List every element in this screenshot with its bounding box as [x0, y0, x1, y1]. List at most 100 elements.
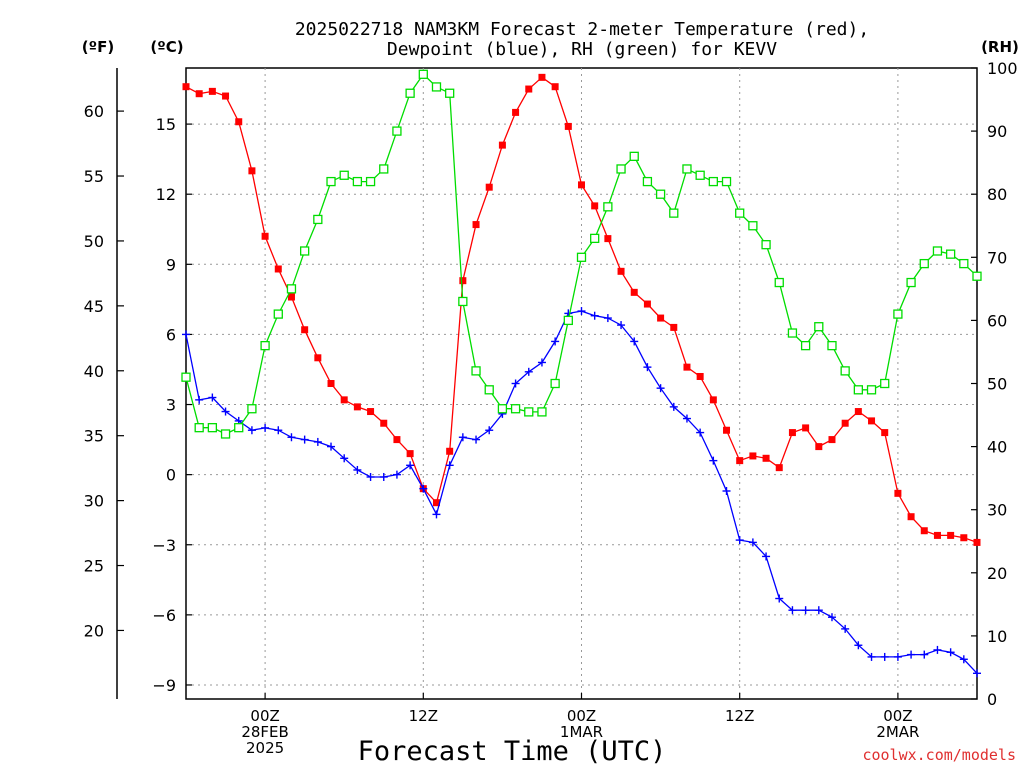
plot-frame: [185, 67, 978, 700]
celsius-tick-label: 15: [156, 115, 176, 134]
celsius-axis-label: (ºC): [150, 38, 183, 56]
dewpoint-point: [630, 337, 639, 346]
rh-point: [721, 176, 732, 187]
temperature-point: [472, 221, 480, 229]
dewpoint-point: [775, 594, 784, 603]
rh-point: [840, 366, 850, 376]
temperature-point: [591, 202, 599, 210]
temperature-point: [235, 118, 243, 126]
temperature-point: [643, 300, 651, 308]
rh-point: [471, 366, 481, 376]
rh-point: [497, 404, 508, 414]
temperature-point: [749, 452, 757, 460]
dewpoint-point: [933, 645, 942, 654]
temperature-point: [670, 323, 678, 331]
temperature-point: [485, 183, 493, 191]
rh-point: [682, 164, 692, 174]
rh-point: [313, 214, 323, 225]
celsius-tick-label: 9: [166, 255, 176, 274]
temperature-point: [657, 314, 665, 322]
dewpoint-point: [748, 538, 757, 547]
temperature-point: [367, 408, 375, 416]
grid: [186, 68, 977, 699]
dewpoint-point: [551, 337, 560, 346]
dewpoint-point: [590, 311, 599, 320]
temperature-point: [762, 454, 770, 462]
dewpoint-point: [327, 442, 336, 451]
dewpoint-point: [340, 454, 349, 463]
dewpoint-point: [195, 395, 204, 404]
dewpoint-series: [182, 307, 981, 678]
temperature-point: [683, 363, 691, 371]
x-tick-label: 00Z: [567, 707, 596, 725]
rh-point: [260, 340, 270, 351]
rh-point: [708, 176, 718, 187]
dewpoint-point: [907, 650, 916, 659]
temperature-point: [525, 85, 533, 93]
temperature-point: [881, 429, 889, 437]
dewpoint-point: [287, 433, 296, 442]
x-tick-label: 2MAR: [876, 723, 919, 741]
rh-point: [194, 423, 204, 433]
temperature-point: [736, 457, 744, 465]
temperature-point: [248, 167, 256, 175]
dewpoint-point: [854, 641, 863, 650]
x-tick-label: 1MAR: [560, 723, 603, 741]
fahrenheit-tick-label: 35: [84, 427, 104, 446]
dewpoint-point: [392, 470, 401, 479]
dewpoint-point: [656, 384, 665, 393]
dewpoint-point: [669, 402, 678, 411]
rh-point: [590, 233, 600, 244]
rh-tick-label: 10: [987, 627, 1007, 646]
dewpoint-point: [353, 465, 362, 474]
rh-point: [286, 284, 297, 294]
dewpoint-point: [379, 472, 388, 481]
rh-point: [629, 151, 639, 161]
dewpoint-point: [511, 379, 520, 388]
rh-point: [550, 378, 560, 389]
temperature-point: [709, 396, 717, 404]
x-tick-label: 00Z: [883, 707, 912, 725]
dewpoint-point: [221, 407, 230, 416]
temperature-point: [551, 83, 559, 91]
temperature-point: [802, 424, 810, 432]
temperature-point: [604, 235, 612, 243]
rh-point: [972, 271, 982, 281]
chart-title-line1: 2025022718 NAM3KM Forecast 2-meter Tempe…: [295, 19, 869, 40]
temperature-point: [406, 450, 414, 458]
dewpoint-point: [182, 330, 190, 339]
temperature-point: [854, 408, 862, 416]
temperature-point: [274, 265, 282, 273]
temperature-point: [380, 419, 388, 427]
rh-point: [234, 423, 244, 433]
temperature-point: [894, 489, 902, 497]
dewpoint-point: [603, 314, 612, 323]
rh-point: [748, 221, 758, 231]
rh-point: [524, 407, 534, 417]
rh-point: [299, 246, 310, 256]
rh-point: [247, 404, 257, 414]
fahrenheit-tick-label: 50: [84, 232, 104, 251]
temperature-point: [775, 464, 783, 472]
rh-point: [405, 88, 415, 98]
x-tick-label: 28FEB: [241, 723, 288, 741]
temperature-point: [261, 232, 269, 240]
dewpoint-point: [577, 307, 586, 316]
dewpoint-point: [432, 510, 441, 519]
celsius-tick-label: 12: [156, 185, 176, 204]
temperature-point: [195, 90, 203, 98]
dewpoint-point: [208, 393, 217, 402]
dewpoint-point: [261, 423, 270, 432]
rh-point: [880, 378, 890, 389]
rh-point: [866, 385, 877, 395]
fahrenheit-tick-label: 60: [84, 102, 104, 121]
temperature-point: [920, 527, 928, 535]
temperature-point: [222, 92, 230, 100]
rh-point: [787, 328, 798, 338]
dewpoint-point: [274, 426, 283, 435]
temperature-point: [446, 447, 454, 455]
rh-point: [576, 252, 587, 262]
rh-tick-label: 80: [987, 185, 1007, 204]
dewpoint-point: [946, 648, 955, 657]
